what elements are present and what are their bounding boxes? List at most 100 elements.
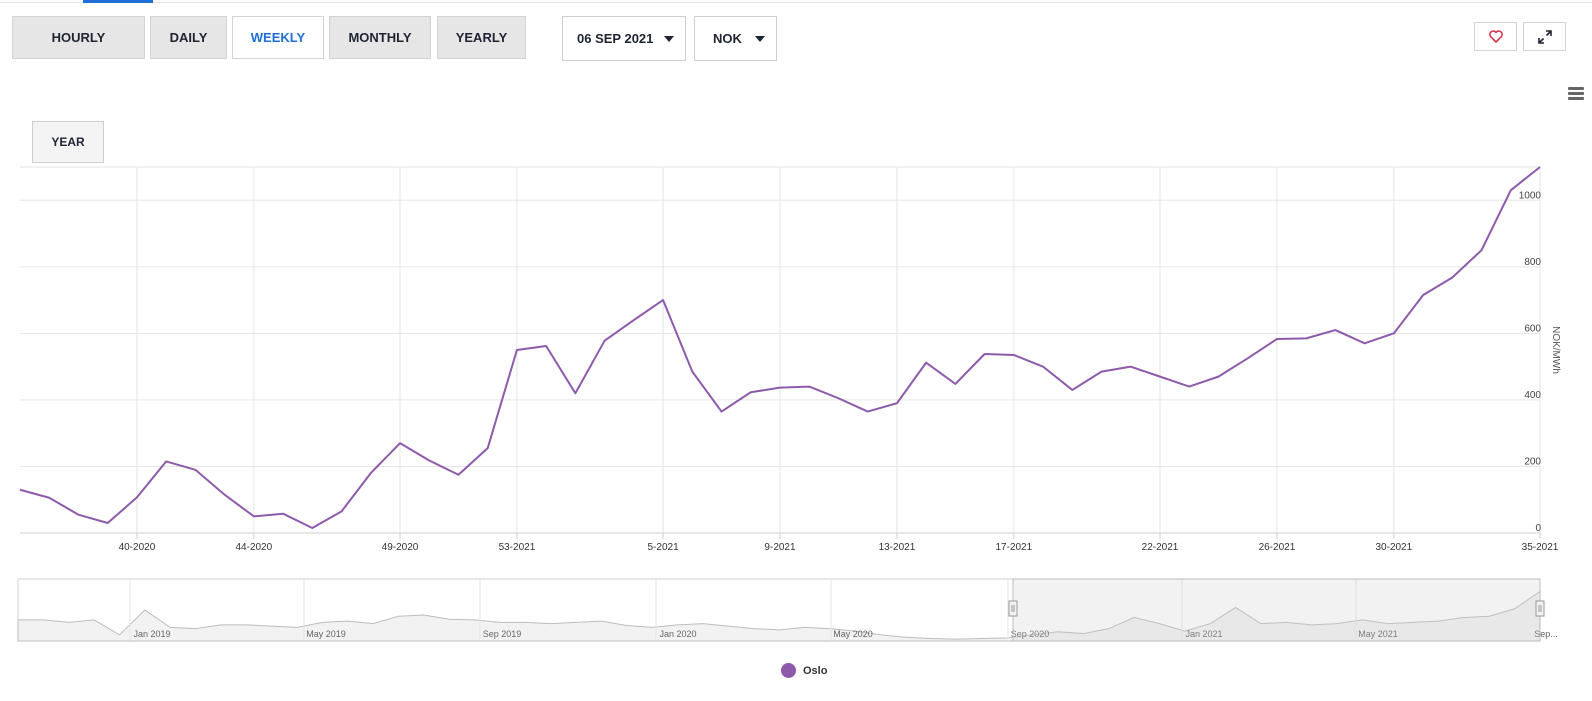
tab-daily[interactable]: DAILY [150, 16, 227, 59]
favorite-button[interactable] [1474, 22, 1517, 51]
y-tick-label: 200 [1524, 456, 1541, 467]
x-tick-label: 26-2021 [1259, 542, 1296, 553]
data-point[interactable] [1449, 274, 1455, 280]
data-point[interactable] [1069, 387, 1075, 393]
data-point[interactable] [923, 360, 929, 366]
data-point[interactable] [1537, 164, 1543, 170]
legend-marker [781, 663, 796, 678]
y-tick-label: 400 [1524, 390, 1541, 401]
data-point[interactable] [17, 487, 23, 493]
navigator-selection[interactable] [1012, 578, 1541, 642]
navigator-label: May 2020 [833, 629, 873, 639]
date-select[interactable]: 06 SEP 2021 [562, 16, 686, 61]
data-point[interactable] [309, 525, 315, 531]
tab-monthly[interactable]: MONTHLY [329, 16, 431, 59]
data-point[interactable] [1099, 369, 1105, 375]
data-point[interactable] [689, 369, 695, 375]
heart-icon [1488, 30, 1503, 43]
navigator-label: Sep 2019 [483, 629, 522, 639]
y-axis-title: NOK/MWh [1550, 326, 1561, 374]
expand-icon [1537, 29, 1552, 44]
range-year-button[interactable]: YEAR [32, 121, 104, 163]
x-tick-label: 9-2021 [764, 542, 796, 553]
tab-hourly[interactable]: HOURLY [12, 16, 145, 59]
data-point[interactable] [222, 492, 228, 498]
chevron-down-icon [755, 36, 765, 42]
data-point[interactable] [1011, 352, 1017, 358]
data-point[interactable] [1245, 355, 1251, 361]
x-tick-label: 40-2020 [119, 542, 156, 553]
x-tick-label: 17-2021 [995, 542, 1032, 553]
data-point[interactable] [543, 343, 549, 349]
x-tick-label: 5-2021 [648, 542, 680, 553]
data-point[interactable] [865, 409, 871, 415]
navigator-series [17, 590, 1541, 642]
data-point[interactable] [339, 508, 345, 514]
hamburger-menu-icon[interactable] [1568, 87, 1584, 101]
data-point[interactable] [952, 381, 958, 387]
data-point[interactable] [1508, 187, 1514, 193]
currency-select[interactable]: NOK [694, 16, 777, 61]
data-point[interactable] [514, 347, 520, 353]
x-tick-label: 53-2021 [499, 542, 536, 553]
fullscreen-button[interactable] [1523, 22, 1566, 51]
data-point[interactable] [1215, 374, 1221, 380]
data-point[interactable] [1157, 374, 1163, 380]
data-point[interactable] [719, 409, 725, 415]
data-point[interactable] [777, 385, 783, 391]
navigator-label: Jan 2021 [1185, 629, 1222, 639]
x-tick-label: 13-2021 [879, 542, 916, 553]
data-point[interactable] [192, 467, 198, 473]
x-tick-label: 22-2021 [1142, 542, 1179, 553]
data-point[interactable] [1420, 292, 1426, 298]
navigator-label: Jan 2020 [659, 629, 696, 639]
data-point[interactable] [982, 351, 988, 357]
data-point[interactable] [806, 384, 812, 390]
navigator-label: Sep... [1534, 629, 1558, 639]
data-point[interactable] [1128, 364, 1134, 370]
data-point[interactable] [572, 390, 578, 396]
x-tick-label: 49-2020 [382, 542, 419, 553]
data-point[interactable] [1479, 247, 1485, 253]
data-point[interactable] [1303, 335, 1309, 341]
tab-weekly[interactable]: WEEKLY [232, 16, 324, 59]
legend-label: Oslo [803, 664, 828, 677]
navigator-label: Sep 2020 [1011, 629, 1050, 639]
data-point[interactable] [631, 317, 637, 323]
date-select-value: 06 SEP 2021 [577, 31, 654, 46]
data-point[interactable] [134, 494, 140, 500]
series-line-oslo[interactable] [19, 166, 1541, 530]
data-point[interactable] [397, 440, 403, 446]
data-point[interactable] [835, 395, 841, 401]
data-point[interactable] [602, 338, 608, 344]
data-point[interactable] [46, 495, 52, 501]
data-point[interactable] [1362, 340, 1368, 346]
data-point[interactable] [368, 470, 374, 476]
data-point[interactable] [1186, 384, 1192, 390]
data-point[interactable] [1274, 336, 1280, 342]
data-point[interactable] [163, 458, 169, 464]
data-point[interactable] [75, 512, 81, 518]
y-tick-label: 0 [1535, 523, 1541, 534]
navigator-label: May 2021 [1358, 629, 1398, 639]
navigator-handle[interactable] [1008, 600, 1018, 617]
data-point[interactable] [426, 457, 432, 463]
data-point[interactable] [1332, 327, 1338, 333]
legend-item-oslo[interactable]: Oslo [781, 663, 827, 678]
data-point[interactable] [748, 389, 754, 395]
data-point[interactable] [280, 511, 286, 517]
currency-select-value: NOK [713, 31, 742, 46]
data-point[interactable] [485, 445, 491, 451]
data-point[interactable] [455, 472, 461, 478]
active-section-indicator [83, 0, 153, 3]
y-tick-label: 800 [1524, 257, 1541, 268]
data-point[interactable] [660, 297, 666, 303]
data-point[interactable] [894, 400, 900, 406]
data-point[interactable] [105, 520, 111, 526]
data-point[interactable] [1040, 364, 1046, 370]
y-tick-label: 1000 [1519, 190, 1542, 201]
data-point[interactable] [1391, 330, 1397, 336]
tab-yearly[interactable]: YEARLY [437, 16, 526, 59]
data-point[interactable] [251, 513, 257, 519]
navigator-handle[interactable] [1535, 600, 1545, 617]
